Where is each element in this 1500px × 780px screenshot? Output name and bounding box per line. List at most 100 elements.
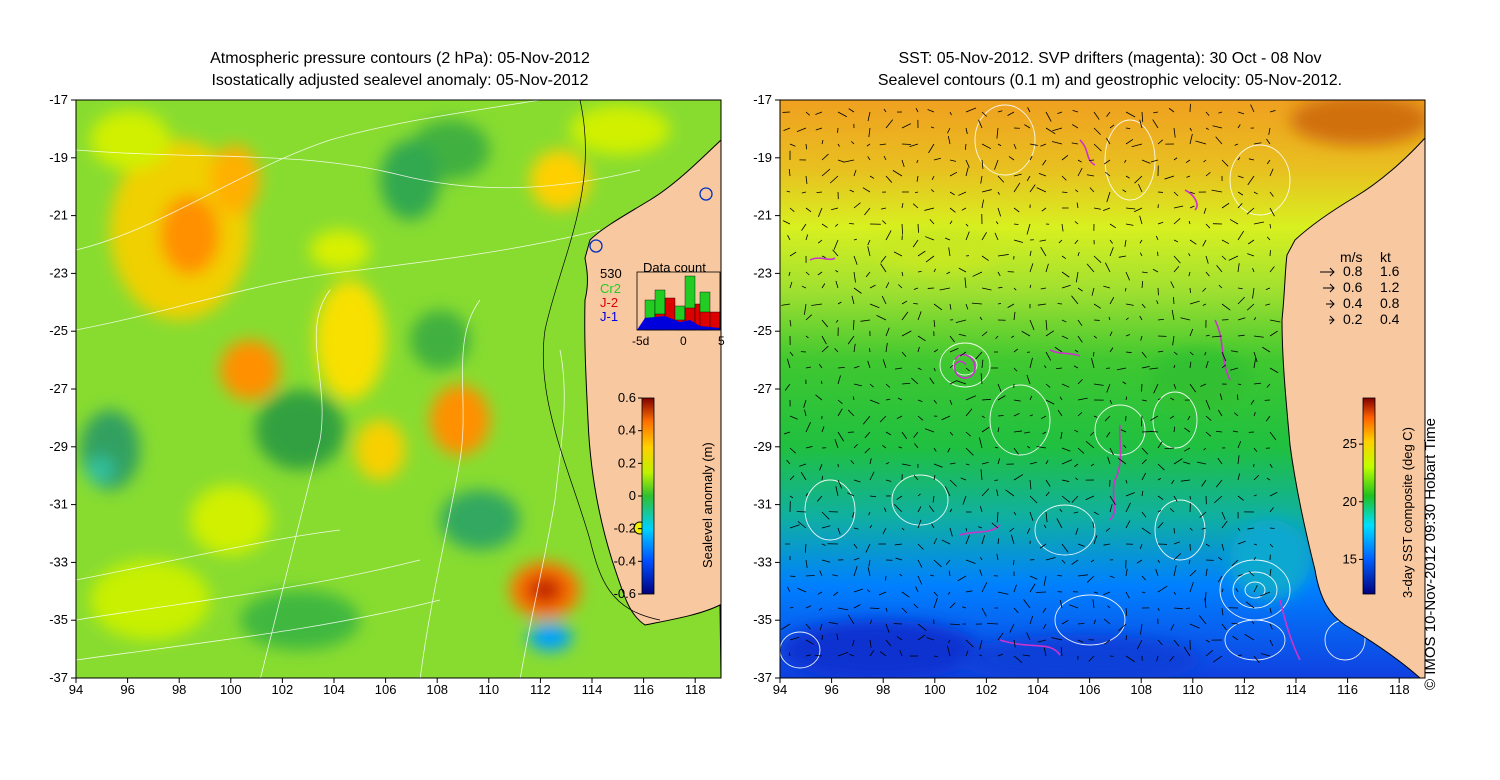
velocity-vector <box>1039 239 1047 242</box>
x-tick-label: 108 <box>426 682 448 697</box>
velocity-vector <box>1029 583 1036 593</box>
velocity-vector <box>1253 556 1257 561</box>
velocity-vector <box>1009 623 1015 633</box>
velocity-vector <box>1173 383 1177 390</box>
velocity-vector <box>1041 415 1047 420</box>
velocity-vector <box>1217 457 1223 465</box>
velocity-vector <box>853 383 862 387</box>
velocity-vector <box>866 143 871 147</box>
y-tick-label: -27 <box>49 381 68 396</box>
velocity-vector <box>965 447 974 456</box>
x-tick-label: 106 <box>1079 682 1101 697</box>
velocity-vector <box>1253 191 1258 195</box>
velocity-vector <box>853 169 857 177</box>
velocity-vector <box>949 191 955 196</box>
velocity-vector <box>1105 527 1111 532</box>
velocity-vector <box>1125 207 1136 210</box>
velocity-vector <box>1125 127 1131 130</box>
velocity-vector <box>1140 623 1143 635</box>
velocity-vector <box>1029 263 1034 273</box>
velocity-vector <box>816 191 823 193</box>
velocity-vector <box>1221 303 1231 311</box>
velocity-vector <box>981 461 989 465</box>
velocity-vector <box>917 250 926 257</box>
velocity-vector <box>932 495 935 503</box>
velocity-vector <box>1106 191 1111 203</box>
velocity-vector <box>882 220 887 225</box>
velocity-vector <box>1089 187 1095 193</box>
velocity-vector <box>853 604 861 609</box>
velocity-vector <box>1156 655 1159 662</box>
velocity-vector <box>852 639 855 647</box>
velocity-vector <box>1186 175 1191 178</box>
velocity-vector <box>965 395 976 401</box>
velocity-vector <box>916 159 919 164</box>
velocity-vector <box>1105 137 1111 145</box>
velocity-vector <box>1093 591 1099 594</box>
velocity-vector <box>901 159 905 167</box>
velocity-vector <box>1093 619 1096 625</box>
y-tick-label: -21 <box>49 208 68 223</box>
velocity-vector <box>981 331 988 337</box>
velocity-vector <box>1253 585 1258 593</box>
velocity-vector <box>1202 303 1207 306</box>
velocity-vector <box>1237 203 1243 209</box>
velocity-vector <box>1029 461 1037 465</box>
velocity-vector <box>1237 124 1241 129</box>
velocity-vector <box>1141 511 1147 518</box>
velocity-vector <box>804 409 807 417</box>
velocity-vector <box>835 270 839 273</box>
velocity-vector <box>1189 127 1192 132</box>
velocity-vector <box>1026 632 1031 641</box>
velocity-vector <box>958 267 967 273</box>
velocity-vector <box>1074 349 1079 353</box>
velocity-vector <box>979 569 983 577</box>
velocity-vector <box>1266 138 1271 145</box>
tide-gauge-marker <box>589 239 603 253</box>
velocity-vector <box>1077 252 1080 257</box>
x-tick-label: 94 <box>69 682 83 697</box>
right-map <box>780 100 1425 678</box>
velocity-vector <box>1061 319 1067 323</box>
velocity-vector <box>1139 215 1143 225</box>
velocity-vector <box>965 231 970 241</box>
velocity-vector <box>933 463 943 468</box>
velocity-vector <box>805 335 809 339</box>
velocity-vector <box>1045 330 1055 337</box>
velocity-vector <box>1107 456 1111 465</box>
velocity-vector <box>1125 317 1129 321</box>
y-tick-label: -17 <box>753 92 772 107</box>
velocity-vector <box>1173 218 1181 225</box>
velocity-vector <box>789 447 796 454</box>
velocity-vector <box>817 207 823 217</box>
y-tick-label: -29 <box>753 439 772 454</box>
velocity-vector <box>981 582 988 593</box>
velocity-vector <box>852 511 855 518</box>
velocity-vector <box>1088 655 1095 662</box>
velocity-vector <box>1026 445 1031 449</box>
velocity-vector <box>853 255 858 265</box>
velocity-vector <box>864 207 871 216</box>
velocity-vector <box>1052 127 1063 132</box>
velocity-vector <box>947 135 951 145</box>
velocity-vector <box>1122 189 1127 193</box>
velocity-vector <box>965 431 972 437</box>
velocity-vector <box>1013 239 1024 243</box>
velocity-vector <box>927 109 935 113</box>
velocity-vector <box>1164 175 1175 180</box>
velocity-vector <box>933 597 938 609</box>
velocity-vector <box>1164 447 1175 450</box>
velocity-vector <box>980 469 983 481</box>
velocity-vector <box>913 474 919 481</box>
velocity-vector <box>868 559 871 567</box>
velocity-vector <box>980 175 983 184</box>
inset-tick-0: 0 <box>680 334 687 348</box>
velocity-vector <box>796 127 807 133</box>
y-tick-label: -29 <box>49 439 68 454</box>
velocity-vector <box>815 127 823 131</box>
velocity-vector <box>1219 393 1223 401</box>
velocity-vector <box>1189 623 1200 629</box>
velocity-vector <box>1253 494 1257 497</box>
velocity-vector <box>1077 543 1085 547</box>
velocity-vector <box>1045 383 1051 388</box>
